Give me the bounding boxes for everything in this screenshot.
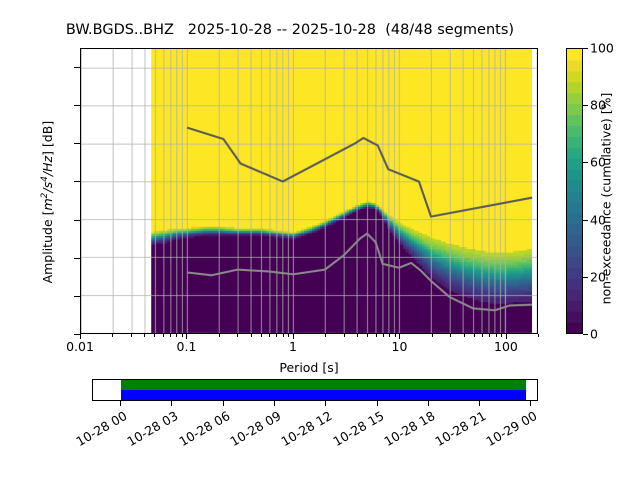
timeline-tick-label: 10-28 21 [432,408,489,450]
ppsd-histogram [81,49,537,333]
colorbar-tick-label: 0 [590,326,598,342]
timeline-tick-mark [274,401,275,406]
timeline-tick-label: 10-28 12 [278,408,335,450]
x-tick-mark-minor [395,334,396,337]
x-tick-mark-minor [251,334,252,337]
x-tick-mark-minor [450,334,451,337]
ppsd-main-axes[interactable] [80,48,538,334]
x-tick-mark-minor [237,334,238,337]
timeline-tick-label: 10-28 18 [381,408,438,450]
colorbar-tick-label: 60 [590,154,606,170]
colorbar-tick-mark [583,334,588,335]
colorbar-tick-label: 100 [590,40,614,56]
x-tick-mark-minor [389,334,390,337]
y-tick-mark [74,143,80,144]
data-coverage-upper [120,380,526,390]
x-tick-mark-minor [538,334,539,337]
y-tick-mark [74,334,80,335]
data-coverage-timeline[interactable] [92,379,538,401]
y-tick-mark [74,296,80,297]
x-tick-mark [506,334,507,339]
y-axis-label: Amplitude [m2/s4/Hz] [dB] [25,63,55,349]
x-tick-mark-minor [163,334,164,337]
timeline-tick-label: 10-29 00 [483,408,540,450]
x-tick-mark-minor [489,334,490,337]
x-tick-mark-minor [474,334,475,337]
x-tick-mark-minor [376,334,377,337]
y-axis-label-suffix: ] [dB] [40,120,56,156]
x-tick-mark-minor [283,334,284,337]
timeline-tick-label: 10-28 03 [124,408,181,450]
colorbar-tick-mark [583,220,588,221]
x-tick-mark-minor [288,334,289,337]
timeline-tick-label: 10-28 00 [73,408,130,450]
timeline-tick-mark [223,401,224,406]
timeline-tick-mark [325,401,326,406]
x-tick-mark [399,334,400,339]
colorbar-tick-mark [583,277,588,278]
x-tick-mark-minor [219,334,220,337]
x-tick-mark [80,334,81,339]
data-coverage-lower [120,390,526,400]
timeline-tick-mark [530,401,531,406]
x-tick-mark-minor [325,334,326,337]
colorbar-tick-mark [583,48,588,49]
x-tick-label: 10 [391,339,408,354]
y-axis-units-exp2: 2 [39,192,50,199]
colorbar-tick-label: 20 [590,269,606,285]
x-tick-mark [293,334,294,339]
x-tick-label: 0.1 [176,339,197,354]
y-tick-mark [74,258,80,259]
colorbar[interactable] [566,48,583,334]
x-tick-mark-minor [482,334,483,337]
x-tick-mark-minor [269,334,270,337]
y-tick-mark [74,181,80,182]
page-title: BW.BGDS..BHZ 2025-10-28 -- 2025-10-28 (4… [65,22,515,38]
y-tick-mark [74,105,80,106]
x-tick-mark-minor [261,334,262,337]
x-tick-mark-minor [367,334,368,337]
x-tick-mark [186,334,187,339]
x-tick-mark-minor [144,334,145,337]
colorbar-tick-mark [583,105,588,106]
x-tick-mark-minor [182,334,183,337]
x-tick-mark-minor [112,334,113,337]
x-tick-mark-minor [496,334,497,337]
y-axis-units-m: m [40,198,56,211]
timeline-tick-mark [171,401,172,406]
x-tick-mark-minor [344,334,345,337]
timeline-tick-label: 10-28 15 [329,408,387,450]
colorbar-tick-label: 80 [590,97,606,113]
colorbar-gradient [567,49,582,333]
timeline-tick-mark [377,401,378,406]
timeline-tick-mark [428,401,429,406]
x-tick-mark-minor [501,334,502,337]
y-axis-units-div2: /Hz [40,155,56,177]
x-tick-mark-minor [357,334,358,337]
x-tick-mark-minor [170,334,171,337]
x-tick-label: 1 [288,339,297,354]
timeline-tick-mark [479,401,480,406]
x-tick-mark-minor [131,334,132,337]
timeline-tick-mark [120,401,121,406]
y-axis-units-div1: /s [40,181,56,193]
x-tick-mark-minor [176,334,177,337]
x-tick-label: 100 [494,339,518,354]
colorbar-tick-mark [583,162,588,163]
colorbar-tick-label: 40 [590,212,606,228]
colorbar-label: non-exceedance (cumulative) [%] [598,92,614,305]
timeline-tick-label: 10-28 06 [175,408,233,450]
x-tick-label: 0.01 [66,339,94,354]
x-tick-mark-minor [464,334,465,337]
x-tick-mark-minor [276,334,277,337]
x-tick-mark-minor [383,334,384,337]
y-tick-mark [74,220,80,221]
y-axis-label-prefix: Amplitude [ [40,210,56,284]
x-tick-mark-minor [432,334,433,337]
x-tick-mark-minor [154,334,155,337]
y-tick-mark [74,67,80,68]
timeline-tick-label: 10-28 09 [227,408,284,450]
y-axis-units-exp4: 4 [39,176,50,182]
x-axis-label: Period [s] [279,360,339,375]
